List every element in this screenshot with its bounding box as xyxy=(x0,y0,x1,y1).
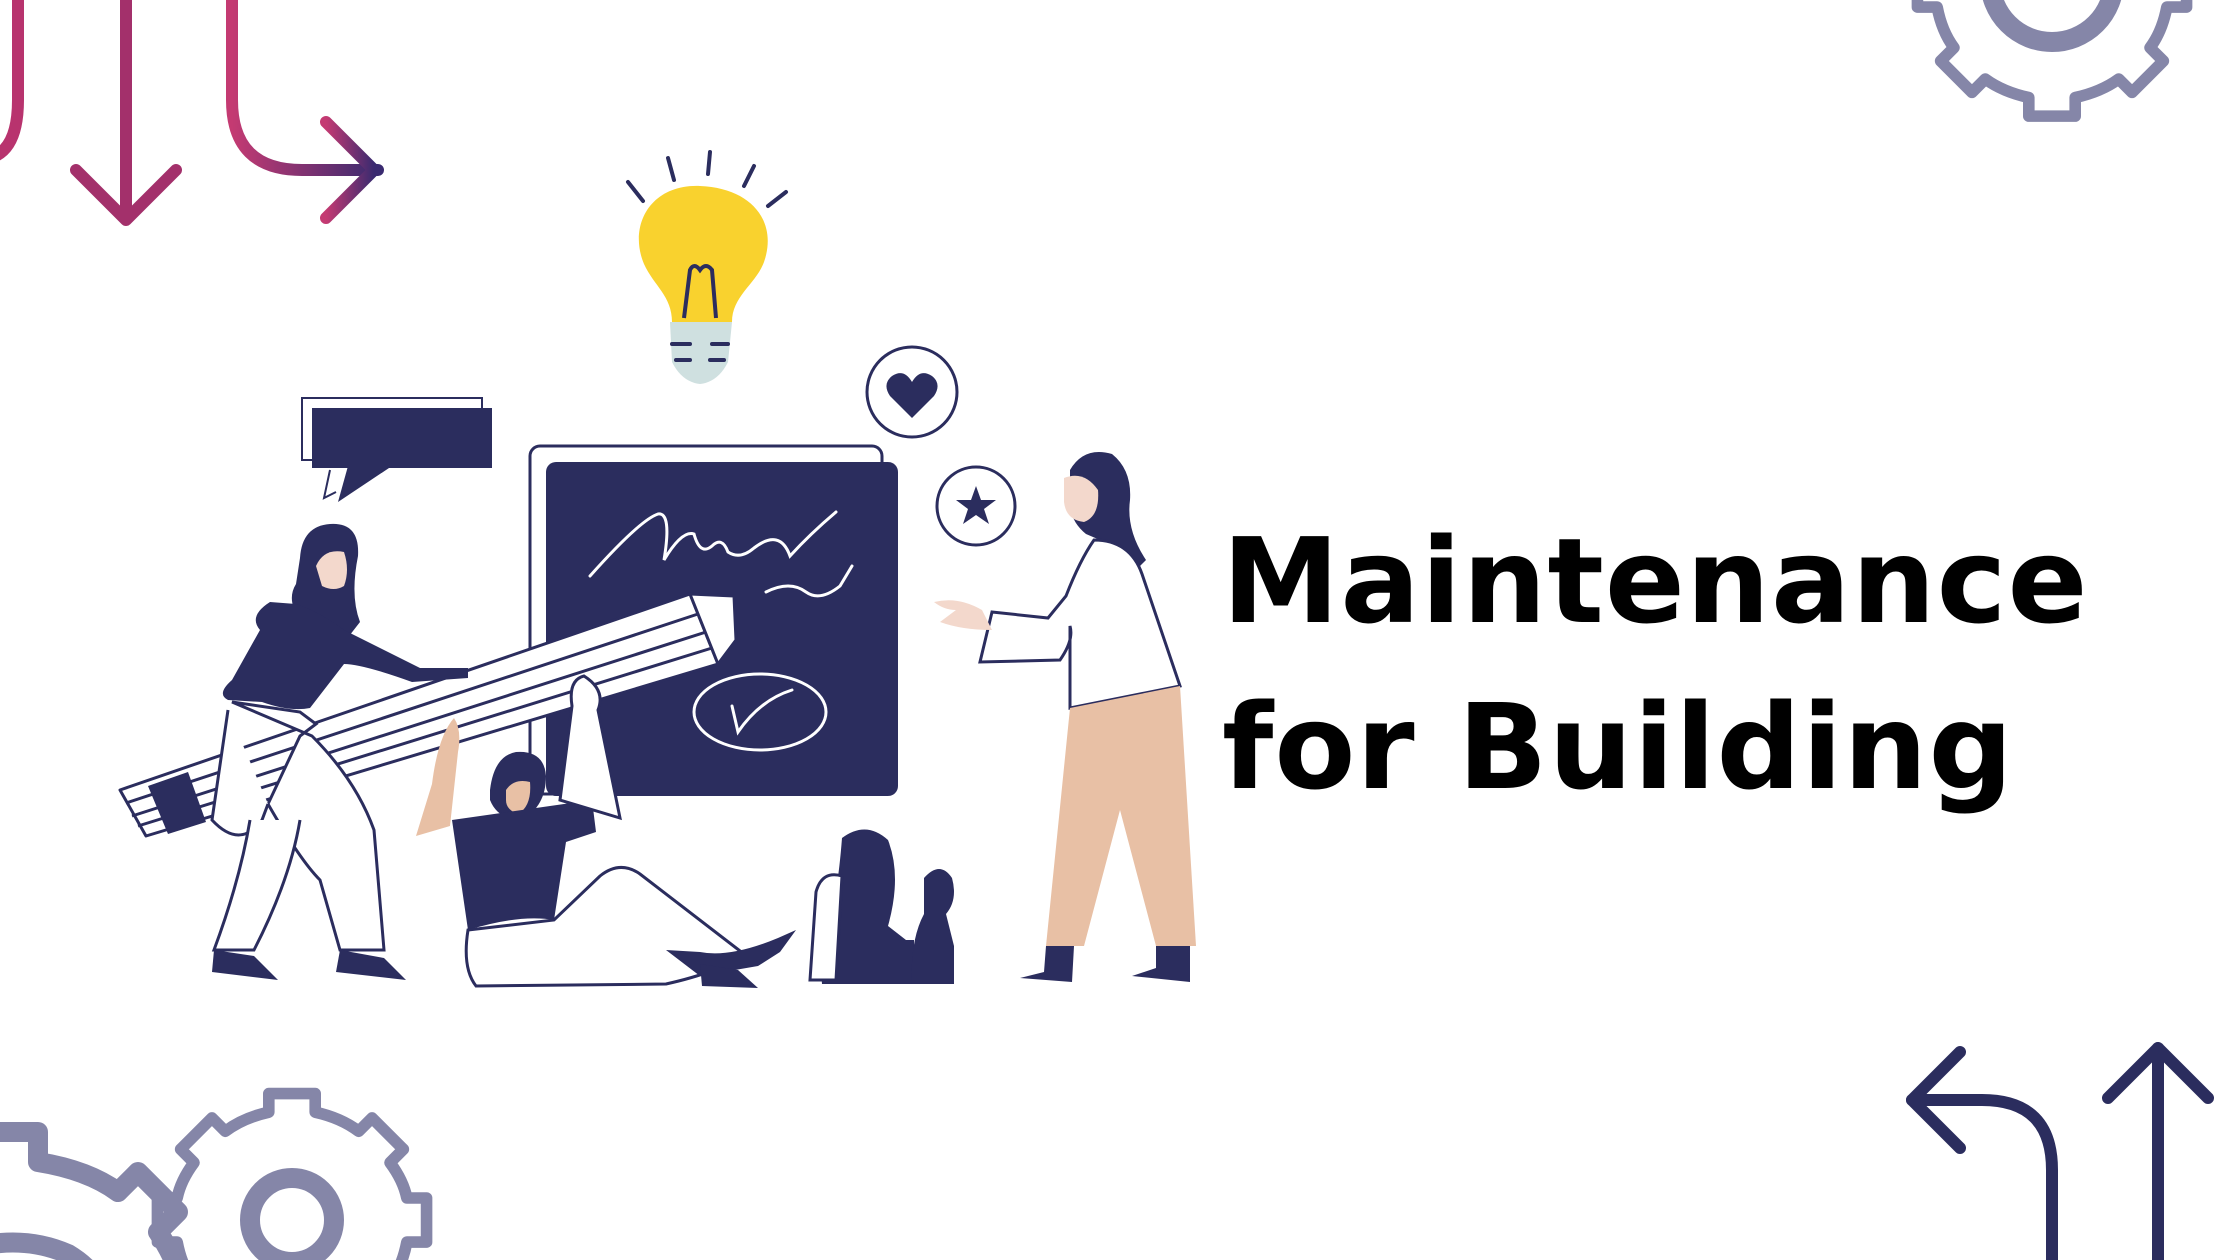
star-icon xyxy=(935,465,1017,547)
woman-right xyxy=(934,452,1196,982)
arrow-turn-left-icon xyxy=(1906,1046,2058,1260)
man-sitting xyxy=(416,674,796,988)
page-title: Maintenance for Building xyxy=(1222,498,2089,830)
figure-crouching xyxy=(808,829,954,984)
checkmark-icon xyxy=(692,672,828,752)
arc-fragment xyxy=(0,0,24,161)
gear-icon xyxy=(1911,0,2193,122)
arrow-down-icon xyxy=(70,0,182,226)
arrow-turn-right-icon xyxy=(226,0,384,224)
heart-icon xyxy=(865,345,959,439)
woman-left xyxy=(210,523,468,980)
gear-icon xyxy=(151,1087,433,1260)
lightbulb-icon xyxy=(626,150,788,384)
title-line-1: Maintenance xyxy=(1222,512,2089,650)
title-line-2: for Building xyxy=(1222,678,2014,816)
gear-icon xyxy=(0,1122,188,1260)
speech-bubble-icon xyxy=(301,397,492,502)
arrow-up-icon xyxy=(2102,1042,2214,1260)
